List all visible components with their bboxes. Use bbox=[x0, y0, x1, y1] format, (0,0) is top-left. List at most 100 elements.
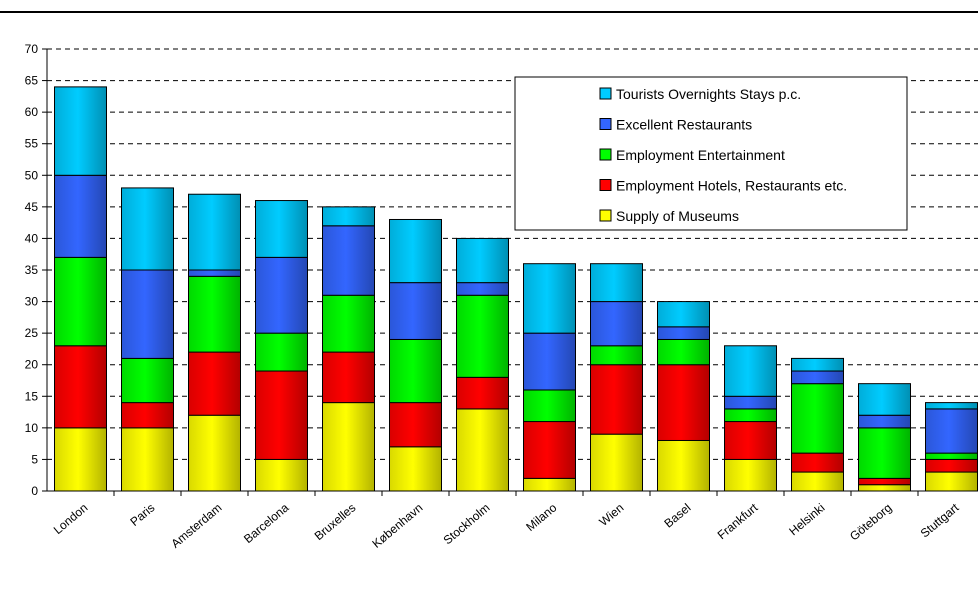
x-tick-label: Bruxelles bbox=[312, 501, 359, 543]
bar-segment bbox=[255, 256, 308, 334]
x-tick-label: Stuttgart bbox=[918, 500, 962, 540]
bar-segment bbox=[590, 345, 643, 366]
bar-segment bbox=[188, 193, 241, 271]
bar-segment bbox=[188, 269, 241, 277]
x-tick-label: København bbox=[369, 501, 425, 551]
bar-segment bbox=[523, 263, 576, 334]
legend-label: Tourists Overnights Stays p.c. bbox=[616, 86, 801, 102]
bar-segment bbox=[389, 402, 442, 448]
bar-segment bbox=[121, 402, 174, 429]
bar-segment bbox=[657, 326, 710, 340]
bar-segment bbox=[925, 402, 978, 410]
bar-segment bbox=[523, 389, 576, 423]
bar-segment bbox=[188, 351, 241, 416]
bar-segment bbox=[657, 301, 710, 328]
x-tick-label: London bbox=[51, 501, 91, 537]
y-tick-label: 45 bbox=[25, 200, 39, 214]
bars bbox=[54, 86, 978, 492]
top-rule bbox=[0, 11, 978, 13]
bar-segment bbox=[389, 338, 442, 404]
legend-swatch bbox=[599, 87, 612, 100]
bar-segment bbox=[523, 332, 576, 391]
x-tick-labels: London Paris Amsterdam Barcelona Bruxelles Kø… bbox=[51, 500, 962, 551]
legend-label: Employment Hotels, Restaurants etc. bbox=[616, 178, 847, 194]
x-tick-label: Barcelona bbox=[241, 500, 292, 546]
bar-segment bbox=[724, 345, 777, 397]
bar-segment bbox=[925, 458, 978, 473]
bar-segment bbox=[322, 206, 375, 227]
y-tick-label: 30 bbox=[25, 295, 39, 309]
bar-segment bbox=[724, 458, 777, 492]
x-tick-label: Amsterdam bbox=[168, 501, 224, 551]
bar-segment bbox=[858, 484, 911, 492]
x-tick-label: Basel bbox=[661, 501, 693, 531]
bar-segment bbox=[456, 376, 509, 410]
bar-segment bbox=[925, 408, 978, 454]
y-tick-label: 20 bbox=[25, 358, 39, 372]
bar-segment bbox=[657, 338, 710, 366]
bar-segment bbox=[791, 452, 844, 473]
legend-swatch bbox=[599, 209, 612, 222]
bar-segment bbox=[121, 427, 174, 492]
bar-segment bbox=[590, 263, 643, 303]
bar-segment bbox=[389, 282, 442, 340]
bar-segment bbox=[54, 345, 107, 429]
y-tick-label: 25 bbox=[25, 326, 39, 340]
y-tick-label: 40 bbox=[25, 231, 39, 245]
y-tick-label: 65 bbox=[25, 74, 39, 88]
bar-segment bbox=[925, 452, 978, 460]
bar-segment bbox=[322, 225, 375, 296]
legend-label: Excellent Restaurants bbox=[616, 117, 752, 133]
y-tick-label: 5 bbox=[31, 452, 38, 466]
bar-segment bbox=[925, 471, 978, 492]
bar-segment bbox=[188, 414, 241, 492]
x-tick-label: Helsinki bbox=[786, 501, 827, 539]
bar-segment bbox=[255, 332, 308, 372]
bar-segment bbox=[54, 174, 107, 258]
bar-segment bbox=[322, 294, 375, 353]
bar-segment bbox=[456, 408, 509, 492]
bar-segment bbox=[724, 395, 777, 410]
bar-segment bbox=[389, 446, 442, 492]
legend-swatch bbox=[599, 179, 612, 191]
bar-segment bbox=[657, 439, 710, 492]
bar-segment bbox=[121, 357, 174, 404]
bar-segment bbox=[255, 458, 308, 492]
bar-segment bbox=[590, 364, 643, 435]
axes: 0 5 10 15 20 25 30 35 40 45 50 55 60 65 70 bbox=[25, 42, 978, 498]
bar-segment bbox=[657, 364, 710, 441]
y-tick-label: 60 bbox=[25, 105, 39, 119]
bar-segment bbox=[255, 200, 308, 258]
y-tick-label: 55 bbox=[25, 137, 39, 151]
bar-segment bbox=[590, 301, 643, 347]
legend-swatch bbox=[599, 148, 612, 161]
bar-segment bbox=[858, 477, 911, 486]
bar-segment bbox=[791, 383, 844, 454]
bar-segment bbox=[791, 471, 844, 492]
bar-segment bbox=[389, 218, 442, 284]
bar-segment bbox=[322, 402, 375, 492]
bar-segment bbox=[54, 256, 107, 347]
x-tick-label: Stockholm bbox=[441, 501, 493, 548]
legend: Tourists Overnights Stays p.c. Excellent … bbox=[514, 76, 908, 231]
bar-segment bbox=[121, 187, 174, 271]
bar-segment bbox=[322, 351, 375, 404]
x-tick-label: Frankfurt bbox=[715, 500, 761, 542]
x-tick-label: Milano bbox=[523, 500, 559, 534]
y-tick-label: 70 bbox=[25, 42, 39, 56]
x-tick-label: Paris bbox=[127, 501, 157, 529]
x-tick-label: Göteborg bbox=[847, 501, 894, 544]
legend-label: Supply of Museums bbox=[616, 208, 739, 224]
bar-segment bbox=[791, 357, 844, 372]
bar-segment bbox=[590, 433, 643, 492]
bar-segment bbox=[858, 427, 911, 479]
y-tick-label: 35 bbox=[25, 263, 39, 277]
y-tick-label: 0 bbox=[31, 484, 38, 498]
bar-segment bbox=[858, 414, 911, 429]
bar-segment bbox=[54, 427, 107, 492]
bar-segment bbox=[255, 370, 308, 460]
y-tick-label: 15 bbox=[25, 389, 39, 403]
legend-label: Employment Entertainment bbox=[616, 147, 785, 163]
